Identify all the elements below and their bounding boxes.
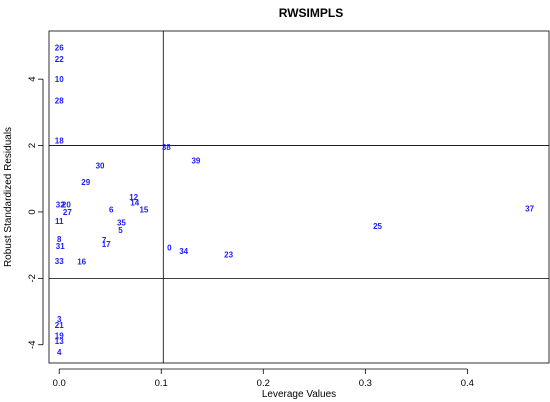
data-point-16: 16: [77, 258, 86, 267]
data-point-26: 26: [55, 44, 64, 53]
x-axis-label: Leverage Values: [262, 389, 336, 400]
data-point-20: 20: [62, 201, 71, 210]
data-point-27: 27: [63, 208, 72, 217]
y-tick-label: 0: [27, 209, 38, 214]
data-point-4: 4: [57, 348, 62, 357]
data-point-5: 5: [118, 226, 123, 235]
plot-frame: [48, 30, 550, 364]
data-point-37: 37: [525, 205, 534, 214]
x-tick-label: 0.4: [461, 378, 474, 389]
data-point-3: 3: [57, 315, 62, 324]
y-tick-label: 4: [27, 76, 38, 81]
data-point-17: 17: [102, 240, 111, 249]
data-point-32: 32: [56, 201, 65, 210]
data-point-35: 35: [117, 219, 126, 228]
data-point-25: 25: [373, 222, 382, 231]
y-tick-label: 2: [27, 143, 38, 148]
x-tick-label: 0.2: [257, 378, 270, 389]
y-axis: -4 -2 0 2 4: [27, 76, 44, 349]
x-tick-label: 0.1: [155, 378, 168, 389]
data-point-29: 29: [81, 178, 90, 187]
data-point-33: 33: [55, 257, 64, 266]
data-point-10: 10: [55, 75, 64, 84]
x-tick-label: 0.3: [359, 378, 372, 389]
data-point-8: 8: [57, 235, 62, 244]
data-point-34: 34: [179, 247, 188, 256]
data-point-28: 28: [55, 97, 64, 106]
data-point-6: 6: [109, 206, 114, 215]
y-axis-label: Robust Standardized Residuals: [3, 127, 14, 267]
chart-title: RWSIMPLS: [279, 6, 343, 20]
reference-lines: [49, 31, 549, 363]
data-point-39: 39: [191, 156, 200, 165]
data-point-0: 0: [167, 243, 172, 252]
data-point-22: 22: [55, 55, 64, 64]
data-point-38: 38: [162, 143, 171, 152]
x-axis: 0.0 0.1 0.2 0.3 0.4: [53, 368, 474, 389]
data-point-23: 23: [224, 250, 233, 259]
data-point-19: 19: [55, 331, 64, 340]
data-point-13: 13: [55, 337, 64, 346]
data-point-18: 18: [55, 137, 64, 146]
y-tick-label: -4: [27, 341, 38, 349]
data-point-31: 31: [56, 242, 65, 251]
data-point-30: 30: [96, 161, 105, 170]
data-point-21: 21: [55, 321, 64, 330]
x-tick-label: 0.0: [53, 378, 66, 389]
data-point-14: 14: [130, 199, 139, 208]
data-point-11: 11: [55, 217, 64, 226]
data-point-12: 12: [129, 193, 138, 202]
data-point-7: 7: [102, 236, 107, 245]
data-point-15: 15: [139, 206, 148, 215]
y-tick-label: -2: [27, 274, 38, 282]
